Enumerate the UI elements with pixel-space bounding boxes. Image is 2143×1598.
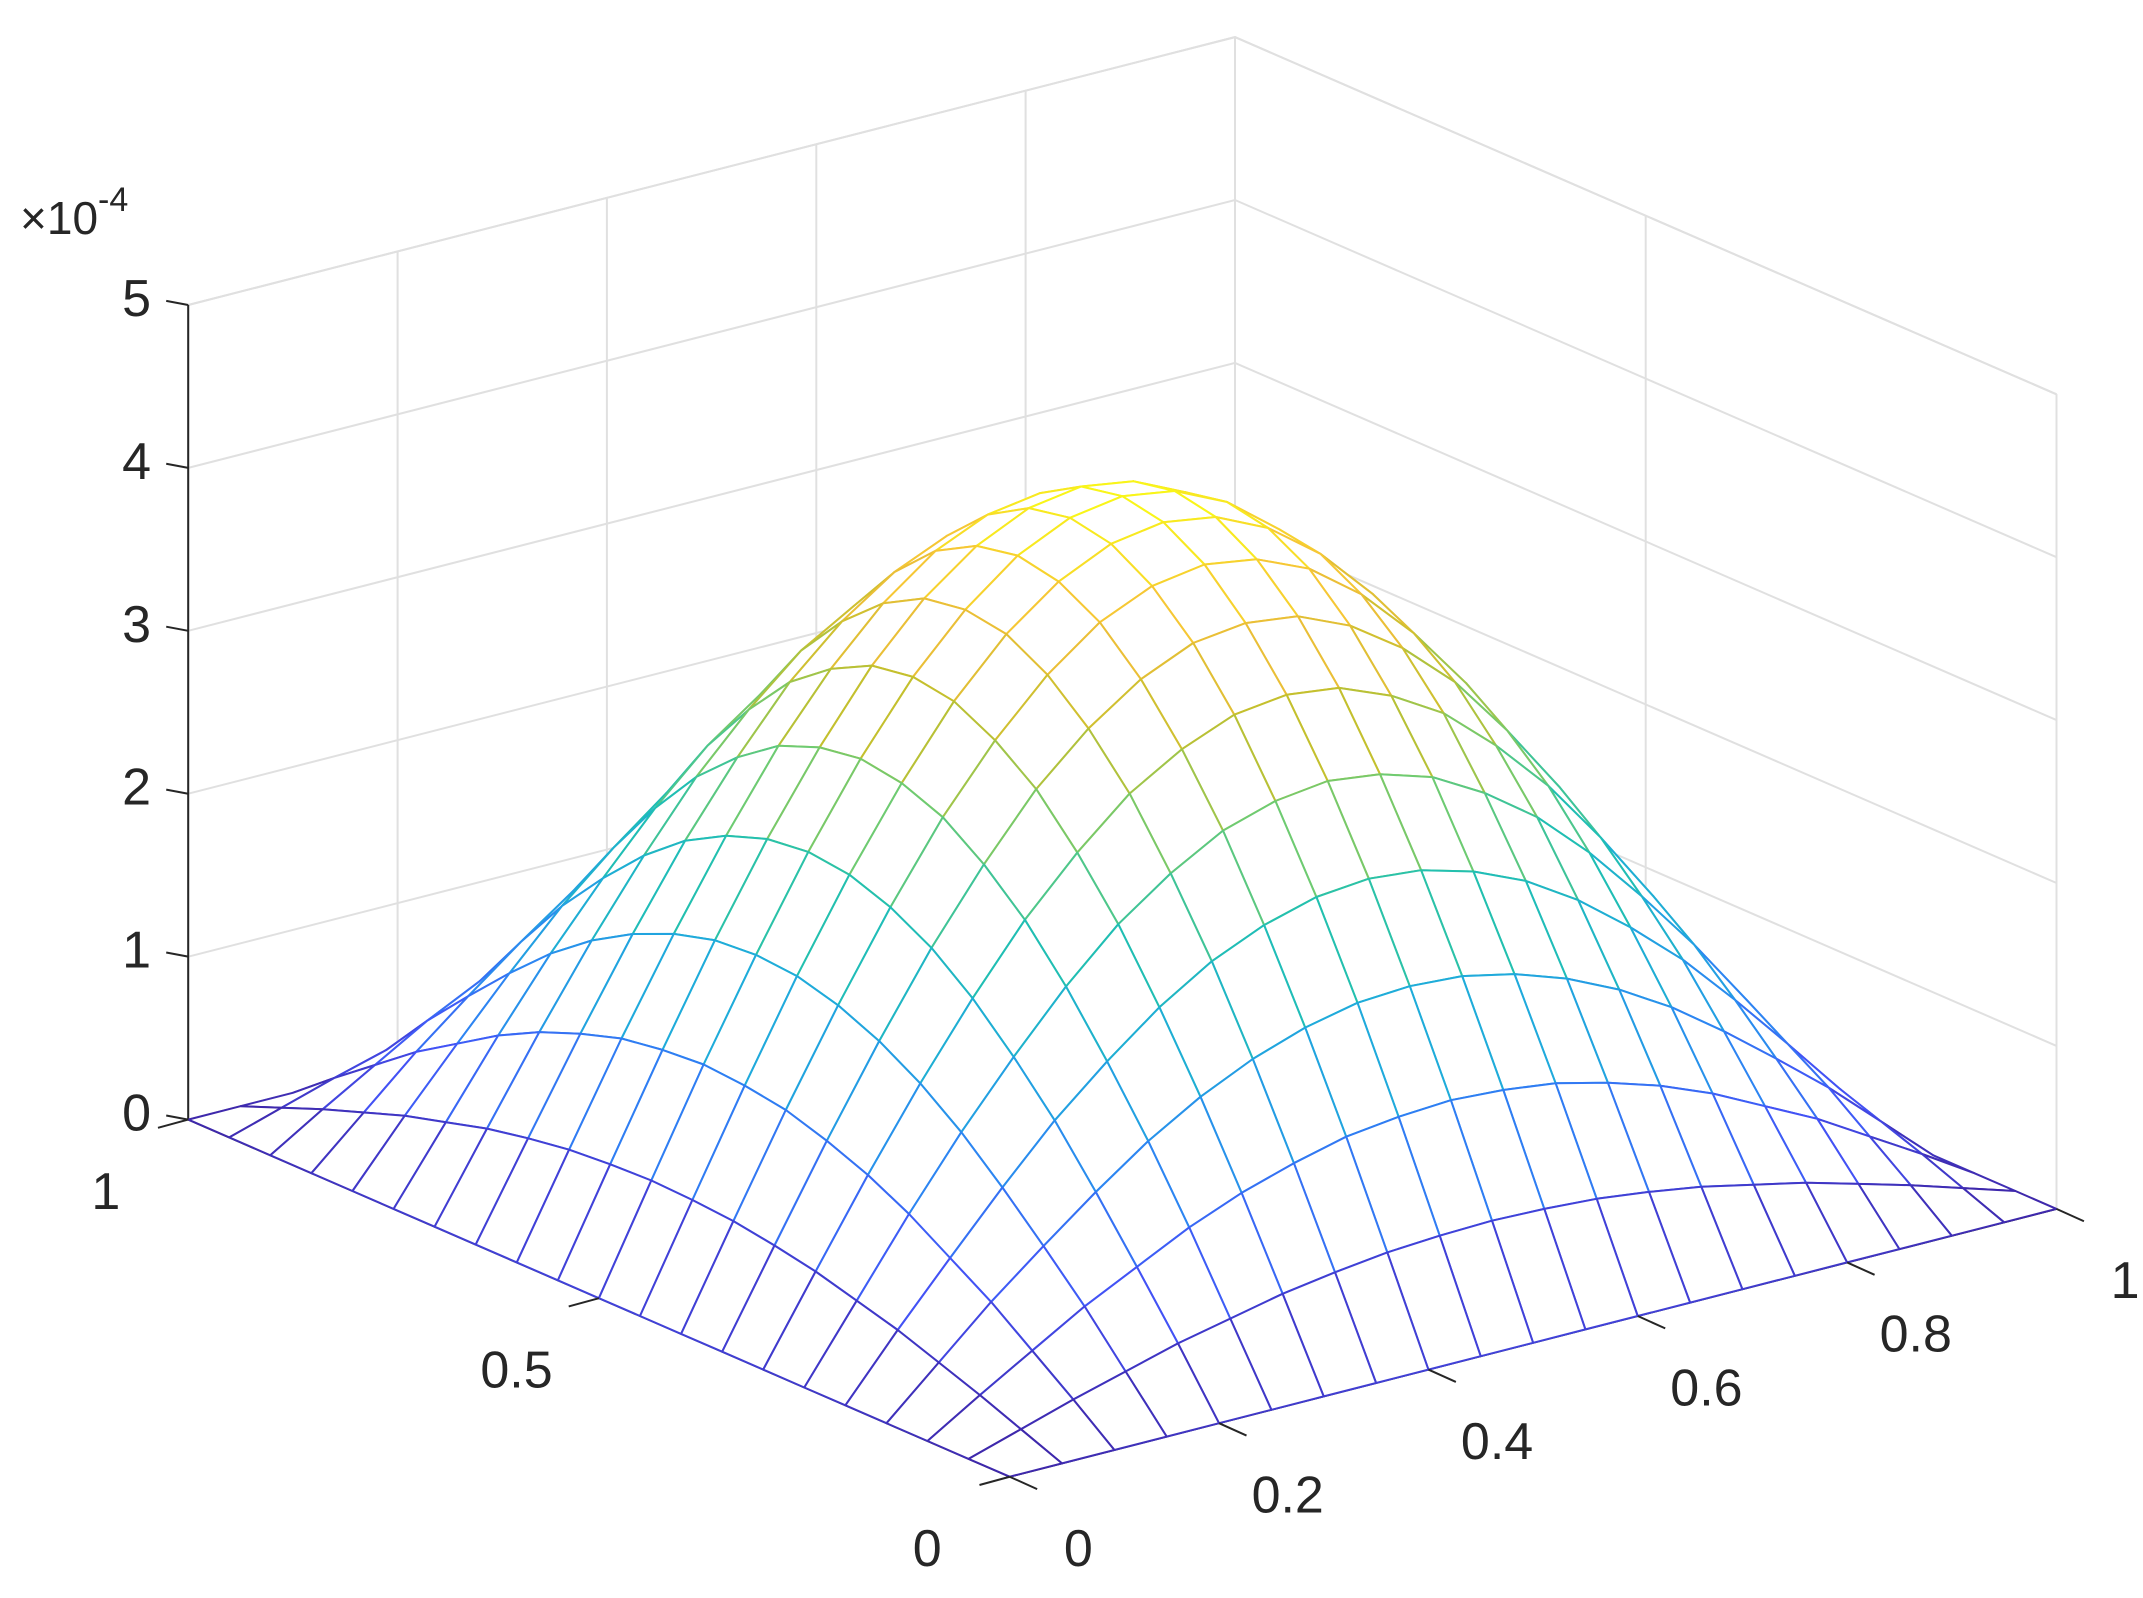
z-tick-label: 1 [122, 922, 151, 980]
x-tick [2056, 1207, 2085, 1223]
z-tick [166, 299, 189, 306]
z-multiplier: ×10-4 [20, 181, 128, 244]
x-tick [1637, 1315, 1666, 1330]
x-tick-label: 0.2 [1252, 1466, 1324, 1524]
z-multiplier-base: ×10 [20, 192, 98, 244]
z-tick-label: 3 [122, 596, 151, 654]
grid-line [187, 198, 2057, 559]
x-tick-label: 0.8 [1880, 1306, 1952, 1364]
y-tick [979, 1475, 1010, 1486]
z-tick-label: 2 [122, 759, 151, 817]
z-tick [166, 788, 189, 795]
z-tick [166, 462, 189, 469]
grid-line [187, 36, 2057, 396]
y-tick-label: 1 [91, 1163, 120, 1221]
x-tick-label: 0 [1064, 1520, 1093, 1578]
x-tick [1846, 1261, 1875, 1276]
x-tick [1009, 1475, 1038, 1491]
z-multiplier-exponent: -4 [98, 181, 128, 219]
z-tick [166, 1114, 189, 1121]
x-tick [1427, 1368, 1457, 1383]
z-tick-label: 4 [122, 433, 151, 491]
grid-line [187, 361, 2057, 722]
mesh-cell [967, 1428, 1063, 1478]
z-tick-label: 0 [122, 1085, 151, 1143]
x-tick-label: 1 [2111, 1252, 2140, 1310]
z-tick [166, 951, 189, 958]
x-tick [1218, 1422, 1247, 1437]
z-tick [166, 625, 189, 632]
y-tick [568, 1297, 600, 1308]
box-edge [187, 36, 2057, 396]
y-tick-label: 0 [913, 1520, 942, 1578]
x-tick-label: 0.4 [1461, 1413, 1533, 1471]
z-tick-label: 5 [122, 270, 151, 328]
x-tick-label: 0.6 [1670, 1359, 1742, 1417]
y-tick-label: 0.5 [480, 1341, 552, 1399]
y-tick [157, 1118, 189, 1129]
